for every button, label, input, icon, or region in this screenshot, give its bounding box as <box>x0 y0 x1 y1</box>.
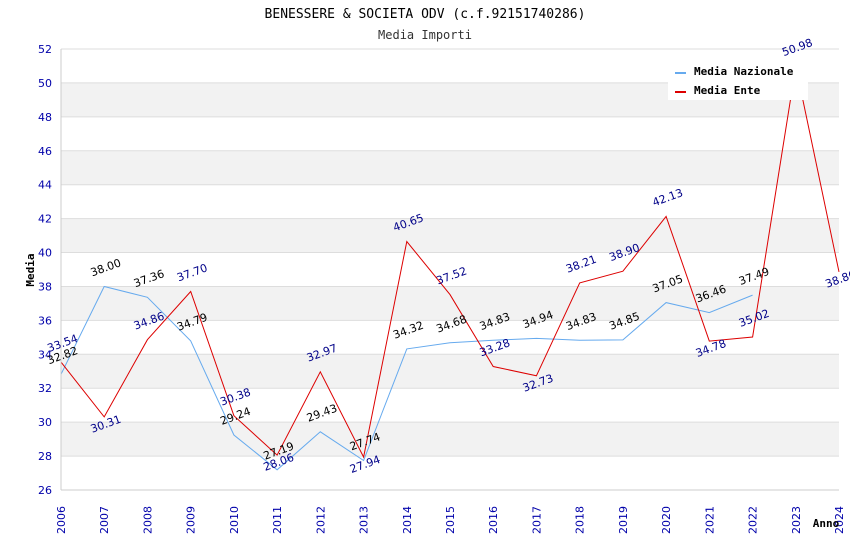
x-tick-label: 2022 <box>747 506 760 534</box>
y-tick-label: 48 <box>38 111 52 124</box>
grid-band <box>61 150 839 185</box>
y-tick-label: 36 <box>38 314 52 327</box>
x-tick-label: 2014 <box>401 506 414 534</box>
x-tick-label: 2015 <box>444 506 457 534</box>
y-tick-label: 34 <box>38 348 52 361</box>
legend-label-media-ente: Media Ente <box>694 84 761 97</box>
series-lines <box>60 66 840 471</box>
legend: Media Nazionale Media Ente <box>668 58 808 100</box>
x-tick-label: 2017 <box>530 506 543 534</box>
x-tick-label: 2013 <box>358 506 371 534</box>
y-tick-label: 30 <box>38 416 52 429</box>
series-line-media-ente <box>60 66 840 459</box>
x-tick-label: 2019 <box>617 506 630 534</box>
chart-title: BENESSERE & SOCIETA ODV (c.f.92151740286… <box>265 7 586 22</box>
series-line-media-nazionale <box>60 285 753 471</box>
x-tick-label: 2006 <box>55 506 68 534</box>
data-label: 38.86 <box>824 268 850 291</box>
chart-subtitle: Media Importi <box>378 28 472 42</box>
legend-label-media-nazionale: Media Nazionale <box>694 65 794 78</box>
x-axis-title: Anno <box>813 517 840 530</box>
x-axis-ticks: 2006 2007 2008 2009 2010 2011 2012 2013 2014 2015… <box>55 506 846 534</box>
x-tick-label: 2020 <box>660 506 673 534</box>
y-tick-label: 40 <box>38 247 52 260</box>
axes <box>60 49 839 491</box>
y-tick-label: 38 <box>38 280 52 293</box>
data-label: 29.43 <box>305 402 339 425</box>
y-tick-label: 50 <box>38 77 52 90</box>
x-tick-label: 2011 <box>271 506 284 534</box>
x-tick-label: 2008 <box>141 506 154 534</box>
grid-band <box>61 422 839 457</box>
y-tick-label: 26 <box>38 484 52 497</box>
grid-band <box>61 354 839 389</box>
data-label: 38.00 <box>89 256 123 279</box>
data-label: 34.32 <box>391 319 425 342</box>
y-axis-title: Media <box>24 253 37 286</box>
data-label: 37.49 <box>737 265 771 288</box>
x-tick-label: 2023 <box>790 506 803 534</box>
y-tick-label: 44 <box>38 179 52 192</box>
x-tick-label: 2010 <box>228 506 241 534</box>
data-label: 37.70 <box>175 261 209 284</box>
legend-box <box>668 58 808 100</box>
data-label: 37.52 <box>435 264 469 287</box>
y-tick-label: 46 <box>38 145 52 158</box>
x-tick-label: 2012 <box>314 506 327 534</box>
x-tick-label: 2007 <box>98 506 111 534</box>
x-tick-label: 2021 <box>703 506 716 534</box>
grid-band <box>61 218 839 253</box>
data-label: 42.13 <box>651 186 685 209</box>
y-tick-label: 32 <box>38 382 52 395</box>
y-tick-label: 28 <box>38 450 52 463</box>
data-label: 50.98 <box>780 36 814 59</box>
data-label: 38.21 <box>564 253 598 276</box>
y-axis-ticks: 26 28 30 32 34 36 38 40 42 44 46 48 50 52 <box>38 43 52 497</box>
y-tick-label: 52 <box>38 43 52 56</box>
x-tick-label: 2016 <box>487 506 500 534</box>
y-tick-label: 42 <box>38 213 52 226</box>
x-tick-label: 2024 <box>833 506 846 534</box>
x-tick-label: 2009 <box>185 506 198 534</box>
x-tick-label: 2018 <box>574 506 587 534</box>
